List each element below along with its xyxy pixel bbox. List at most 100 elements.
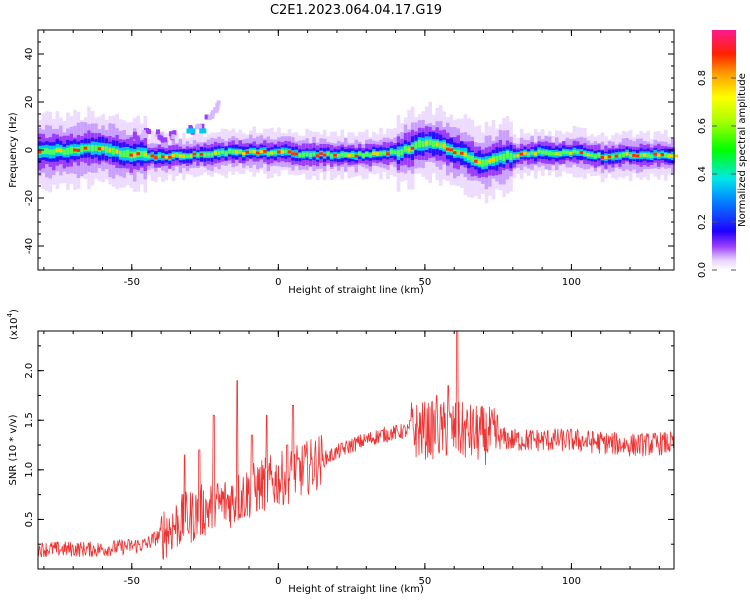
heatmap-cell [628, 153, 633, 158]
heatmap-cell [125, 150, 130, 158]
heatmap-peak [442, 144, 450, 148]
heatmap-cell [196, 153, 200, 157]
heatmap-peak [115, 150, 123, 154]
heatmap-cell [160, 137, 165, 143]
heatmap-peak [579, 151, 587, 155]
heatmap-cell [197, 124, 202, 130]
heatmap-peak [604, 155, 612, 159]
heatmap-peak [256, 151, 264, 155]
heatmap-cell [203, 152, 207, 157]
heatmap-peak [143, 152, 151, 156]
colorbar-tick-label: 0.0 [697, 262, 708, 278]
heatmap-peak [132, 153, 140, 157]
heatmap-peak [245, 150, 253, 154]
heatmap-peak [519, 152, 527, 156]
heatmap-cell [639, 153, 644, 158]
heatmap-cell [238, 149, 243, 154]
heatmap-peak [354, 154, 362, 158]
heatmap-peak [161, 155, 169, 159]
heatmap-peak [614, 154, 622, 158]
heatmap-cell [217, 150, 221, 156]
heatmap-cell [351, 152, 355, 157]
heatmap-cell [431, 140, 436, 148]
heatmap-cell [590, 153, 594, 158]
colorbar-tick-label: 0.2 [697, 214, 708, 230]
heatmap-peak [477, 160, 485, 164]
heatmap-peak [252, 150, 260, 154]
heatmap-cell [66, 147, 70, 155]
heatmap-cell [157, 154, 162, 158]
heatmap-cell [231, 149, 236, 154]
heatmap-peak [189, 154, 197, 158]
heatmap-peak [660, 152, 668, 156]
heatmap-peak [372, 151, 380, 155]
heatmap-peak [59, 148, 67, 152]
heatmap-peak [533, 152, 541, 156]
heatmap-peak [600, 156, 608, 160]
heatmap-cell [206, 152, 211, 157]
heatmap-cell [593, 154, 598, 159]
heatmap-peak [523, 151, 531, 155]
heatmap-peak [315, 154, 323, 158]
heatmap-cell [540, 150, 545, 155]
spectrogram-heatmap [38, 100, 679, 204]
heatmap-cell [141, 130, 146, 136]
heatmap-cell [417, 140, 422, 148]
figure-title: C2E1.2023.064.04.17.G19 [270, 3, 442, 18]
heatmap-cell [204, 114, 209, 120]
heatmap-peak [322, 153, 330, 157]
heatmap-cell [87, 145, 91, 151]
heatmap-peak [516, 154, 524, 158]
heatmap-peak [150, 154, 158, 158]
x-tick-label: 50 [419, 576, 432, 587]
heatmap-peak [294, 152, 302, 156]
y-tick-label: 1.0 [24, 462, 35, 478]
x-tick-label: 100 [562, 277, 581, 288]
heatmap-peak [38, 150, 45, 154]
heatmap-cell [80, 145, 84, 153]
heatmap-peak [453, 151, 461, 155]
heatmap-peak [164, 155, 172, 159]
heatmap-cell [495, 155, 499, 162]
snr-axes: -50 0 50 100 0.5 1.0 1.5 2.0 [24, 331, 674, 587]
heatmap-cell [551, 152, 556, 156]
heatmap-cell [216, 100, 221, 106]
heatmap-peak [386, 152, 394, 156]
heatmap-peak [407, 148, 415, 152]
heatmap-cell [185, 154, 190, 158]
heatmap-cell [358, 152, 362, 156]
heatmap-cell [155, 129, 160, 135]
heatmap-cell [147, 129, 152, 135]
heatmap-cell [558, 151, 563, 157]
heatmap-cell [421, 141, 425, 148]
spectrogram-xlabel: Height of straight line (km) [288, 285, 424, 296]
x-tick-label: 50 [419, 277, 432, 288]
heatmap-peak [632, 153, 640, 157]
heatmap-peak [241, 152, 249, 156]
heatmap-cell [132, 131, 137, 137]
heatmap-peak [586, 153, 594, 157]
colorbar: 0.0 0.2 0.4 0.6 0.8 Normalized spectral ampl… [697, 30, 748, 278]
heatmap-peak [319, 152, 327, 156]
y-tick-label: 0.5 [24, 511, 35, 527]
heatmap-cell [382, 151, 387, 155]
heatmap-cell [597, 152, 601, 158]
heatmap-cell [118, 150, 123, 157]
snr-frame [37, 330, 675, 570]
heatmap-peak [213, 151, 221, 155]
heatmap-peak [671, 154, 679, 158]
heatmap-cell [562, 150, 566, 155]
snr-series-line [37, 330, 675, 561]
heatmap-peak [291, 152, 299, 156]
heatmap-cell [646, 153, 651, 158]
heatmap-cell [215, 104, 220, 110]
heatmap-cell [154, 132, 159, 138]
heatmap-cell [481, 159, 485, 167]
heatmap-cell [484, 159, 489, 166]
y-tick-label: -20 [24, 190, 35, 206]
heatmap-cell [104, 146, 109, 153]
heatmap-cell [389, 149, 394, 154]
svg-text:(x104): (x104) [6, 309, 20, 340]
heatmap-cell [379, 151, 383, 156]
heatmap-cell [273, 150, 278, 155]
